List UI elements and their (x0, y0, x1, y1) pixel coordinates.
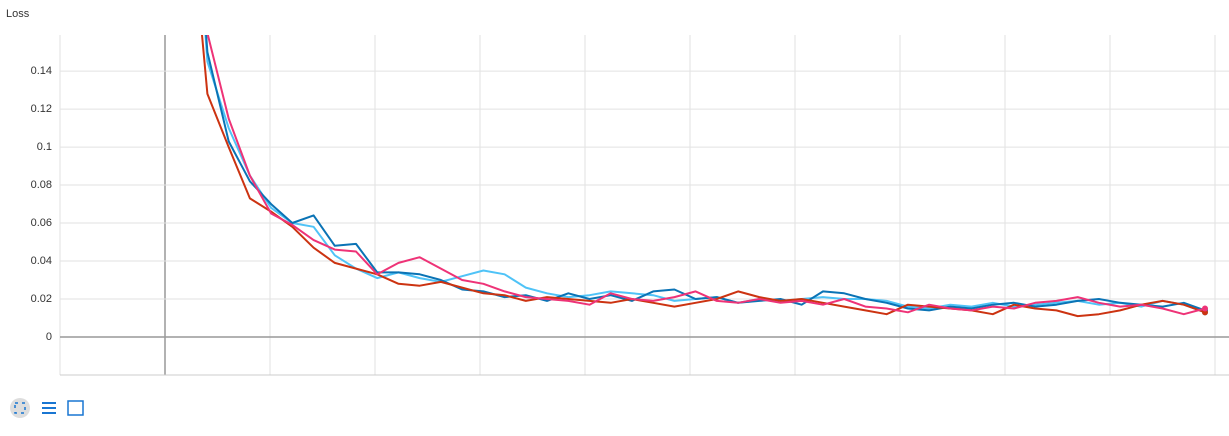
series-line (201, 35, 1206, 318)
y-tick-label: 0.1 (37, 141, 52, 153)
fit-icon (14, 402, 26, 414)
y-tick-label: 0.08 (31, 179, 52, 191)
series-line (204, 35, 1206, 314)
list-button[interactable] (42, 402, 56, 414)
fit-button[interactable] (10, 398, 30, 418)
chart-title: Loss (6, 8, 30, 20)
toolbar (10, 398, 84, 418)
series-line (206, 35, 1206, 316)
y-tick-label: 0.14 (31, 65, 52, 77)
zoom-button[interactable] (67, 400, 84, 416)
y-tick-label: 0.06 (31, 217, 52, 229)
y-tick-label: 0 (46, 331, 52, 343)
y-tick-label: 0.12 (31, 103, 52, 115)
series-line (205, 35, 1206, 312)
y-grid: 0 0.02 0.04 0.06 0.08 0.1 0.12 0.14 (31, 65, 1229, 343)
y-tick-label: 0.04 (31, 255, 52, 267)
x-grid (59, 35, 1216, 375)
plot-area (201, 35, 1208, 318)
end-point (1202, 305, 1208, 312)
y-tick-label: 0.02 (31, 293, 52, 305)
